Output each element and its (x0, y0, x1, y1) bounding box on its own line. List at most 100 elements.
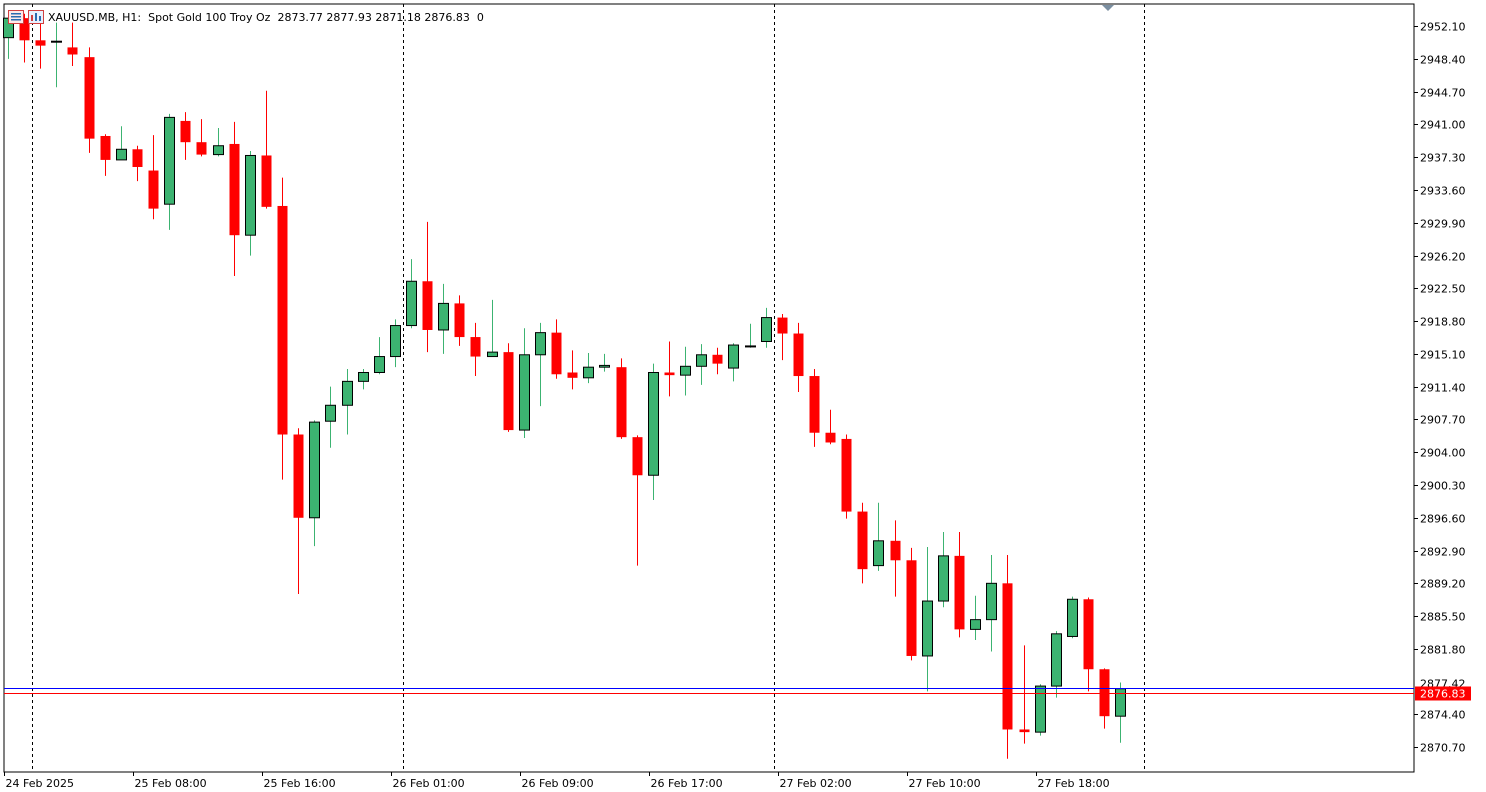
candle (35, 22, 46, 69)
time-tick-label: 25 Feb 16:00 (264, 777, 336, 790)
candle (1051, 631, 1062, 698)
candle-body (422, 281, 433, 330)
candle (567, 350, 578, 390)
candle (180, 112, 191, 160)
price-tick-label: 2900.30 (1420, 480, 1466, 493)
candle-body (970, 619, 981, 630)
candle-body (180, 120, 191, 143)
candle-body (890, 540, 901, 561)
candle (680, 346, 691, 396)
candle (551, 319, 562, 379)
candle-body (503, 352, 514, 431)
candle-body (616, 367, 627, 438)
scroll-marker-icon[interactable] (1102, 5, 1114, 11)
candle-body (277, 205, 288, 435)
candle-body (132, 149, 143, 167)
candle (196, 119, 207, 157)
price-tick-label: 2870.70 (1420, 742, 1466, 755)
candle (438, 283, 449, 354)
candle-body (148, 170, 159, 209)
candle (906, 547, 917, 661)
candle (583, 353, 594, 384)
candle-body (648, 371, 659, 476)
day-separators (32, 4, 1145, 772)
candle-body (938, 555, 949, 602)
candle-body (358, 371, 369, 382)
time-axis: 24 Feb 2025 25 Feb 08:00 25 Feb 16:00 26 Fe… (4, 772, 1110, 790)
candle-body (196, 142, 207, 155)
candle (938, 531, 949, 608)
candle (825, 409, 836, 445)
candle (970, 595, 981, 641)
candle (358, 368, 369, 390)
candle (116, 126, 127, 161)
candle (841, 434, 852, 519)
candle-body (293, 434, 304, 518)
candle-body (535, 332, 546, 356)
candle-body (325, 404, 336, 422)
candle (67, 22, 78, 67)
candle-body (51, 40, 62, 43)
price-tick-label: 2933.60 (1420, 185, 1466, 198)
candle-body (873, 540, 884, 567)
candle-body (470, 337, 481, 357)
time-tick-label: 26 Feb 17:00 (651, 777, 723, 790)
candle (712, 347, 723, 375)
candle-body (857, 511, 868, 570)
candle (1099, 668, 1110, 729)
candle (325, 386, 336, 448)
candle-body (342, 380, 353, 406)
candle-body (793, 333, 804, 377)
candle-body (519, 354, 530, 431)
candle-body (825, 432, 836, 443)
candle-body (100, 135, 111, 160)
bid-price-tag (1415, 686, 1471, 701)
candle-body (954, 555, 965, 630)
candle-body (906, 560, 917, 656)
candle (100, 134, 111, 176)
candle (922, 547, 933, 692)
candle (696, 344, 707, 385)
candle (487, 299, 498, 358)
candle-body (1083, 599, 1094, 670)
price-tick-label: 2904.00 (1420, 447, 1466, 460)
candle-body (406, 280, 417, 327)
candle (745, 323, 756, 348)
candle (164, 113, 175, 230)
candle (245, 151, 256, 256)
candle-body (390, 325, 401, 358)
price-tick-label: 2885.50 (1420, 611, 1466, 624)
candle (213, 128, 224, 157)
time-tick-label: 27 Feb 18:00 (1038, 777, 1110, 790)
candle (277, 177, 288, 480)
candle-body (728, 344, 739, 369)
price-tick-label: 2937.30 (1420, 152, 1466, 165)
candle-body (1035, 685, 1046, 733)
candle (390, 319, 401, 368)
candle (503, 343, 514, 432)
candle (986, 554, 997, 652)
candle-body (116, 148, 127, 161)
candle-body (1099, 669, 1110, 717)
price-tick-label: 2907.70 (1420, 414, 1466, 427)
candle-body (1051, 633, 1062, 687)
candle (19, 13, 30, 63)
candle (374, 337, 385, 375)
candle-body (1115, 688, 1126, 717)
candle (309, 420, 320, 547)
plot-area (3, 3, 1415, 773)
candle-body (213, 145, 224, 156)
candle-body (261, 155, 272, 207)
price-tick-label: 2948.40 (1420, 54, 1466, 67)
candle (422, 221, 433, 353)
price-tick-label: 2874.40 (1420, 709, 1466, 722)
chart-list-icon[interactable] (8, 10, 24, 24)
candle-body (438, 302, 449, 331)
candle (761, 307, 772, 348)
price-tick-label: 2952.10 (1420, 21, 1466, 34)
candle (470, 322, 481, 377)
candle-body (551, 332, 562, 375)
time-tick-label: 27 Feb 10:00 (909, 777, 981, 790)
chart-bars-icon[interactable] (28, 10, 44, 24)
